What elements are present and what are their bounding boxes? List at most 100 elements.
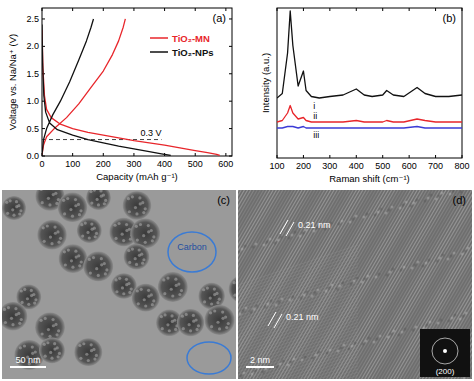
plot-frame: [277, 8, 462, 158]
texture-dot: [20, 289, 23, 292]
noise-dot: [393, 330, 396, 333]
texture-dot: [163, 313, 166, 316]
x-tick-top: [42, 8, 43, 11]
x-tick-label: 400: [157, 159, 172, 169]
x-tick-label: 200: [96, 159, 111, 169]
lattice-fringe: [238, 369, 358, 379]
texture-dot: [11, 208, 14, 211]
plot-frame: [42, 8, 232, 156]
texture-dot: [166, 276, 169, 279]
noise-dot: [378, 273, 381, 276]
texture-dot: [180, 289, 183, 292]
noise-dot: [364, 278, 367, 281]
noise-dot: [350, 283, 353, 286]
texture-dot: [27, 303, 30, 306]
x-tick: [277, 155, 278, 158]
texture-dot: [34, 298, 37, 301]
texture-dot: [51, 190, 54, 191]
noise-dot: [270, 300, 273, 303]
noise-dot: [453, 252, 456, 255]
noise-dot: [282, 360, 285, 363]
texture-dot: [93, 190, 96, 192]
y-tick: [42, 156, 45, 157]
noise-dot: [417, 261, 420, 264]
texture-dot: [136, 289, 139, 292]
noise-dot: [464, 250, 467, 253]
texture-dot: [221, 311, 224, 314]
noise-dot: [387, 336, 390, 339]
noise-dot: [442, 254, 445, 257]
scale-bar: [10, 366, 46, 368]
x-tick: [72, 153, 73, 156]
lattice-fringe: [238, 347, 358, 379]
texture-dot: [49, 351, 52, 354]
texture-dot: [127, 249, 130, 252]
texture-dot: [135, 225, 138, 228]
nanosphere: [14, 340, 44, 370]
texture-dot: [178, 293, 181, 296]
lattice-fringe: [371, 190, 472, 379]
texture-dot: [141, 262, 144, 265]
texture-dot: [227, 322, 230, 325]
noise-dot: [448, 320, 451, 323]
noise-dot: [405, 201, 408, 204]
noise-dot: [241, 248, 244, 251]
texture-dot: [82, 342, 85, 345]
noise-dot: [365, 340, 368, 343]
texture-dot: [5, 201, 8, 204]
noise-dot: [240, 375, 243, 378]
noise-dot: [389, 271, 392, 274]
noise-dot: [375, 276, 378, 279]
texture-dot: [130, 287, 133, 290]
texture-dot: [103, 202, 106, 205]
nanosphere: [132, 284, 160, 312]
lattice-fringe: [470, 190, 472, 379]
texture-dot: [62, 199, 65, 202]
panel-label: (d): [453, 194, 466, 206]
texture-dot: [91, 228, 94, 231]
texture-dot: [161, 327, 164, 330]
y-tick-right: [229, 46, 232, 47]
texture-dot: [121, 286, 124, 289]
texture-dot: [104, 199, 107, 202]
noise-dot: [414, 264, 417, 267]
noise-dot: [462, 315, 465, 318]
texture-dot: [30, 294, 33, 297]
nanosphere: [58, 193, 87, 222]
fft-center: [443, 349, 447, 353]
texture-dot: [134, 206, 137, 209]
texture-dot: [95, 354, 98, 357]
nanosphere: [130, 219, 160, 249]
texture-dot: [202, 288, 205, 291]
texture-dot: [213, 293, 216, 296]
texture-dot: [125, 283, 128, 286]
noise-dot: [318, 351, 321, 354]
noise-dot: [242, 310, 245, 313]
x-tick: [103, 153, 104, 156]
noise-dot: [349, 221, 352, 224]
texture-dot: [203, 300, 206, 303]
texture-dot: [134, 257, 137, 260]
texture-dot: [49, 235, 52, 238]
lattice-fringe: [419, 190, 472, 379]
noise-dot: [376, 338, 379, 341]
texture-dot: [33, 302, 36, 305]
texture-dot: [11, 323, 14, 326]
texture-dot: [70, 259, 73, 262]
texture-dot: [46, 341, 49, 344]
texture-dot: [80, 223, 83, 226]
texture-dot: [128, 261, 131, 264]
noise-dot: [269, 238, 272, 241]
lattice-fringe: [238, 366, 358, 379]
noise-dot: [391, 206, 394, 209]
texture-dot: [90, 201, 93, 204]
noise-dot: [343, 344, 346, 347]
noise-dot: [255, 243, 258, 246]
spacing-label: 0.21 nm: [286, 312, 319, 322]
noise-dot: [404, 328, 407, 331]
x-tick-label: 200: [296, 161, 311, 171]
noise-dot: [276, 366, 279, 369]
x-tick-top: [103, 8, 104, 11]
nanosphere: [158, 272, 188, 302]
nanosphere: [77, 218, 102, 243]
